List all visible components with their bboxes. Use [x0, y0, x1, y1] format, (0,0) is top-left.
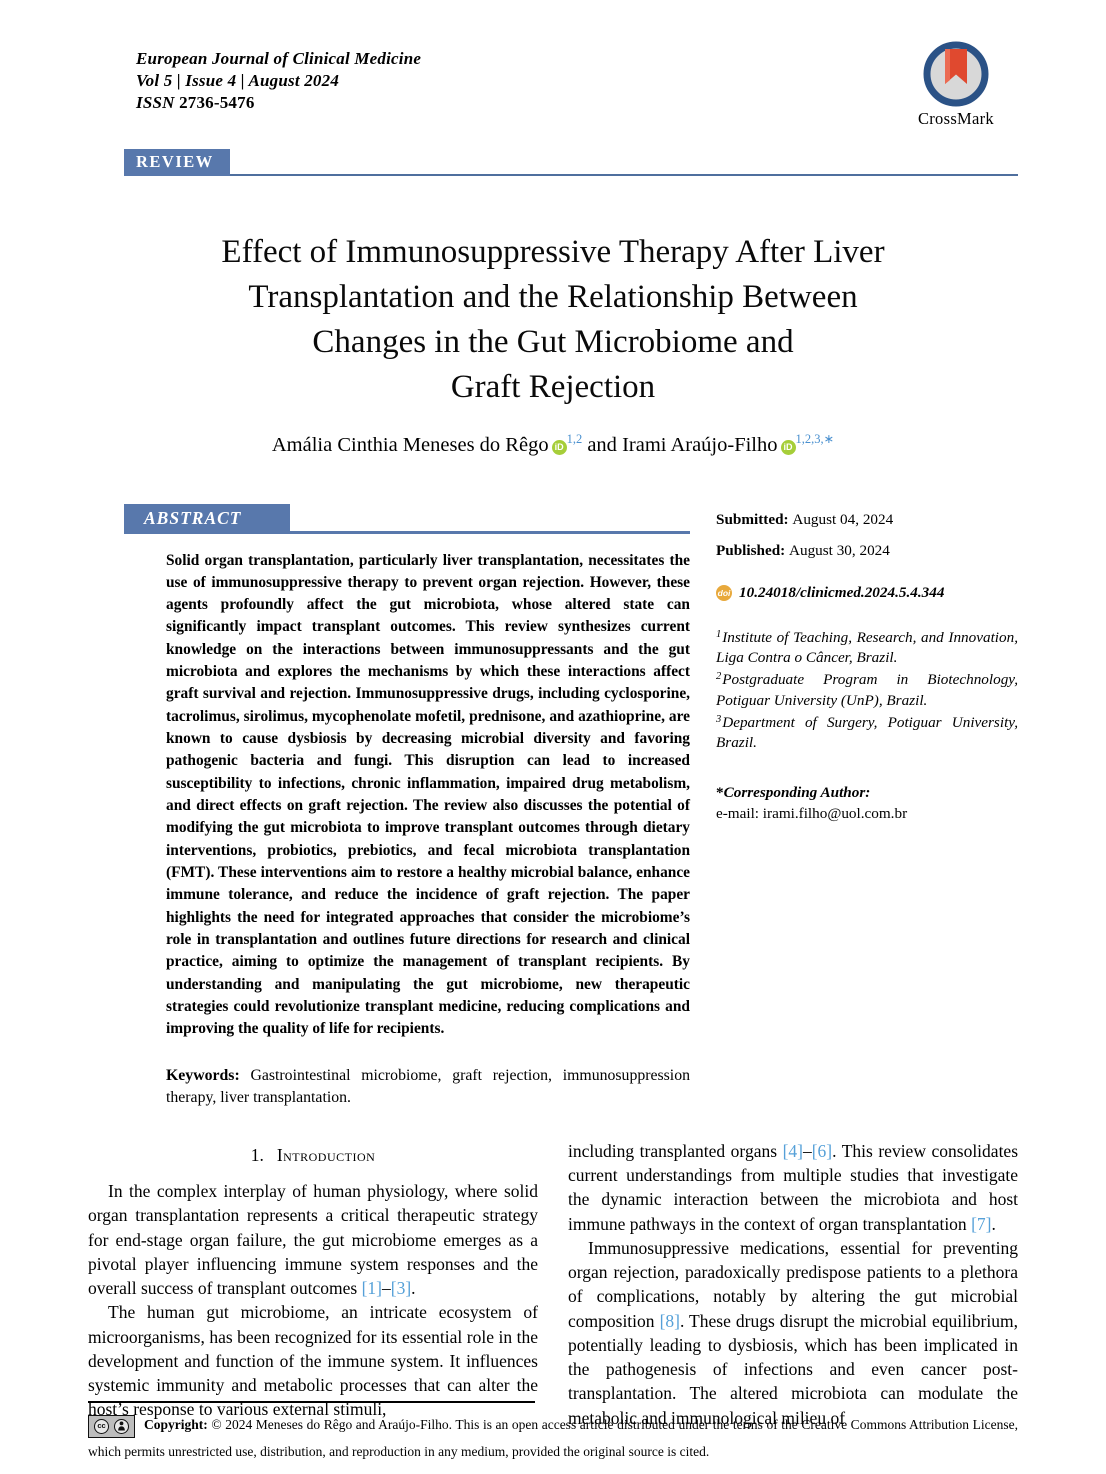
keywords: Keywords: Gastrointestinal microbiome, g… — [166, 1065, 690, 1109]
affiliation: 3Department of Surgery, Potiguar Univers… — [716, 713, 1018, 752]
text-segment: . These drugs disrupt the microbial equi… — [568, 1310, 1018, 1428]
citation-link[interactable]: [8] — [659, 1310, 680, 1331]
crossmark-label: CrossMark — [917, 109, 994, 128]
text-segment: . This review consolidates current under… — [568, 1140, 1019, 1234]
citation-link[interactable]: [7] — [971, 1213, 992, 1234]
abstract-banner-rule: ABSTRACT — [124, 501, 690, 534]
affiliation: 2Postgraduate Program in Biotechnology, … — [716, 671, 1018, 709]
authors-line: Amália Cinthia Meneses do Rêgo iD1,2 and … — [88, 431, 1018, 457]
crossmark-logo[interactable]: CrossMark — [918, 40, 994, 129]
text-segment: In the complex interplay of human physio… — [88, 1181, 538, 1299]
published-date: Published: August 30, 2024 — [716, 541, 890, 559]
abstract-section: ABSTRACT Solid organ transplantation, pa… — [124, 501, 1018, 1109]
left-column: 1. Introduction In the complex interplay … — [88, 1139, 538, 1430]
orcid-icon[interactable]: iD — [551, 439, 567, 455]
abstract-text: Solid organ transplantation, particularl… — [166, 551, 690, 1038]
doi-row: doi 10.24018/clinicmed.2024.5.4.344 — [716, 584, 1018, 602]
article-type-badge: REVIEW — [124, 149, 230, 176]
text-segment: . — [991, 1213, 996, 1234]
paragraph: including transplanted organs [4]–[6]. T… — [568, 1139, 1018, 1236]
author-name: Irami Araújo-Filho — [622, 433, 778, 456]
title-line: Changes in the Gut Microbiome and — [312, 323, 794, 360]
corresponding-author: *Corresponding Author: e-mail: irami.fil… — [716, 784, 1018, 823]
section-heading: 1. Introduction — [250, 1144, 376, 1165]
citation-link[interactable]: [1] — [361, 1278, 383, 1299]
cc-by-icon — [114, 1418, 129, 1434]
orcid-icon[interactable]: iD — [780, 439, 796, 455]
keywords-label: Keywords: — [166, 1066, 240, 1084]
text-segment: including transplanted organs — [568, 1140, 783, 1161]
citation-link[interactable]: [4] — [782, 1140, 803, 1161]
abstract-column: ABSTRACT Solid organ transplantation, pa… — [124, 501, 690, 1109]
header-rule: REVIEW — [124, 147, 1018, 176]
corresponding-label: *Corresponding Author: — [716, 783, 871, 801]
affiliation: 1Institute of Teaching, Research, and In… — [716, 628, 1018, 666]
journal-title: European Journal of Clinical Medicine — [136, 49, 422, 68]
affiliations: 1Institute of Teaching, Research, and In… — [716, 628, 1018, 754]
doi-link[interactable]: 10.24018/clinicmed.2024.5.4.344 — [739, 583, 945, 601]
text-segment: – — [802, 1140, 812, 1161]
title-line: Effect of Immunosuppressive Therapy Afte… — [221, 234, 885, 270]
abstract-heading: ABSTRACT — [124, 503, 290, 534]
journal-issn: ISSN 2736-5476 — [136, 93, 255, 113]
submitted-date: Submitted: August 04, 2024 — [716, 510, 894, 528]
person-icon — [118, 1421, 125, 1431]
crossmark-icon — [923, 41, 989, 107]
page-footer: cc Copyright: © 2024 Meneses do Rêgo and… — [88, 1400, 1018, 1466]
page-header: European Journal of Clinical Medicine Vo… — [88, 40, 1018, 129]
authors-connector: and — [582, 433, 623, 456]
paragraph: The human gut microbiome, an intricate e… — [88, 1300, 538, 1421]
journal-issue-line: Vol 5 | Issue 4 | August 2024 — [136, 71, 340, 91]
text-segment: . — [411, 1278, 416, 1299]
text-segment: The human gut microbiome, an intricate e… — [88, 1302, 538, 1420]
issn-value: 2736-5476 — [179, 93, 255, 113]
article-info-sidebar: Submitted: August 04, 2024 Published: Au… — [716, 501, 1018, 1109]
author-affiliation-sup: 1,2 — [566, 431, 583, 446]
body-columns: 1. Introduction In the complex interplay … — [88, 1139, 1018, 1430]
title-line: Graft Rejection — [450, 368, 656, 405]
title-line: Transplantation and the Relationship Bet… — [248, 278, 858, 315]
page-title: Effect of Immunosuppressive Therapy Afte… — [88, 230, 1018, 410]
citation-link[interactable]: [3] — [390, 1278, 412, 1299]
paragraph: In the complex interplay of human physio… — [88, 1179, 538, 1300]
journal-info: European Journal of Clinical Medicine Vo… — [136, 48, 421, 114]
author-affiliation-sup: 1,2,3,∗ — [795, 431, 835, 446]
right-column: including transplanted organs [4]–[6]. T… — [568, 1139, 1018, 1430]
corresponding-email[interactable]: e-mail: irami.filho@uol.com.br — [716, 804, 908, 822]
cc-license-badge[interactable]: cc — [88, 1414, 135, 1438]
doi-icon: doi — [716, 584, 732, 601]
citation-link[interactable]: [6] — [811, 1140, 833, 1161]
copyright-text: cc Copyright: © 2024 Meneses do Rêgo and… — [88, 1414, 1018, 1460]
footnote-rule — [88, 1400, 535, 1403]
author-name: Amália Cinthia Meneses do Rêgo — [271, 433, 549, 456]
keywords-text: Gastrointestinal microbiome, graft rejec… — [166, 1066, 690, 1106]
copyright-label: Copyright: — [144, 1416, 208, 1432]
text-segment: Immunosuppressive medications, essential… — [568, 1237, 1018, 1331]
text-segment: – — [382, 1278, 391, 1299]
cc-icon: cc — [94, 1418, 109, 1434]
paragraph: Immunosuppressive medications, essential… — [568, 1236, 1018, 1430]
